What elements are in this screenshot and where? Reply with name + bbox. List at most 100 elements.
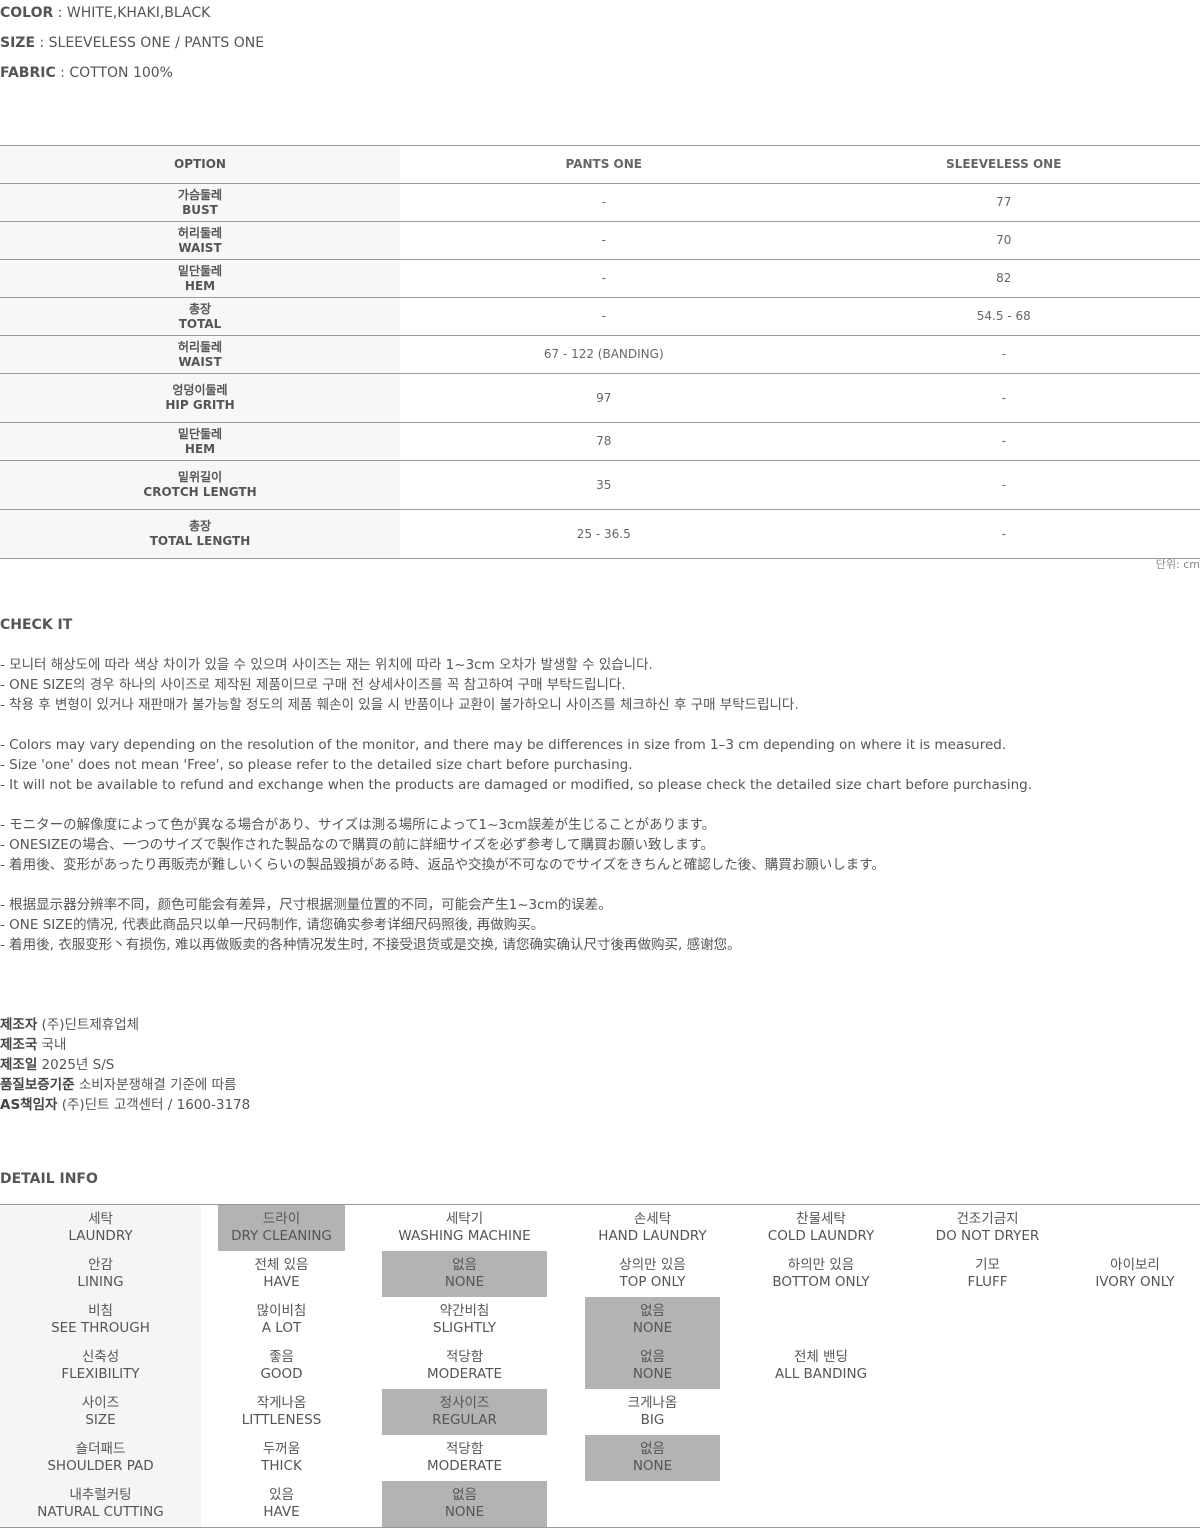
check-paragraph: - モニターの解像度によって色が異なる場合があり、サイズは測る場所によって1~3… xyxy=(0,817,885,873)
sleeveless-value: - xyxy=(807,335,1200,374)
sleeveless-value: - xyxy=(807,460,1200,510)
sleeveless-value: - xyxy=(807,422,1200,461)
column-header: PANTS ONE xyxy=(400,145,808,184)
option-ko: 크게나옴 xyxy=(627,1395,678,1411)
option-ko: 밑위길이 xyxy=(177,470,223,484)
pants-value: 67 - 122 (BANDING) xyxy=(400,335,808,374)
manufacturer-value: 2025년 S/S xyxy=(37,1057,115,1073)
detail-title: DETAIL INFO xyxy=(0,1171,98,1187)
detail-option: 드라이 DRY CLEANING xyxy=(218,1205,345,1251)
option-cell: 총장 TOTAL LENGTH xyxy=(0,509,400,559)
option-ko: 상의만 있음 xyxy=(619,1257,686,1273)
option-ko: 허리둘레 xyxy=(177,225,223,240)
manufacturer-value: 소비자분쟁해결 기준에 따름 xyxy=(74,1077,237,1093)
detail-option: 아이보리 IVORY ONLY xyxy=(1070,1251,1200,1297)
option-en: WASHING MACHINE xyxy=(398,1228,531,1244)
label-en: FLEXIBILITY xyxy=(61,1366,140,1382)
option-en: MODERATE xyxy=(427,1366,502,1382)
pants-value: 35 xyxy=(400,460,808,510)
manufacturer-label: 제조국 xyxy=(0,1037,38,1053)
check-paragraph: - 모니터 해상도에 따라 색상 차이가 있을 수 있으며 사이즈는 재는 위치… xyxy=(0,657,799,713)
spec-value: : COTTON 100% xyxy=(55,65,173,81)
label-en: SIZE xyxy=(85,1412,116,1428)
option-ko: 없음 xyxy=(640,1441,665,1457)
column-header: SLEEVELESS ONE xyxy=(807,145,1200,184)
option-en: TOP ONLY xyxy=(619,1274,686,1290)
option-en: TOTAL xyxy=(178,316,222,331)
option-ko: 두꺼움 xyxy=(262,1441,301,1457)
label-en: SHOULDER PAD xyxy=(47,1458,154,1474)
option-en: HEM xyxy=(184,441,216,456)
option-ko: 엉덩이둘레 xyxy=(172,383,228,397)
detail-row-label: 숄더패드 SHOULDER PAD xyxy=(0,1435,201,1481)
label-ko: 사이즈 xyxy=(81,1395,120,1411)
manufacturer-label: 품질보증기준 xyxy=(0,1077,75,1093)
manufacturer-value: (주)딘트 고객센터 / 1600-3178 xyxy=(57,1097,251,1113)
table-row: 엉덩이둘레 HIP GRITH 97- xyxy=(0,373,1200,423)
manufacturer-line: 제조자 (주)딘트제휴업체 xyxy=(0,1015,250,1035)
option-en: NONE xyxy=(444,1504,485,1520)
option-ko: 많이비침 xyxy=(256,1303,307,1319)
detail-option: 찬물세탁 COLD LAUNDRY xyxy=(745,1205,897,1251)
pants-value: 97 xyxy=(400,373,808,423)
table-row: 가슴둘레 BUST -77 xyxy=(0,183,1200,222)
option-en: ALL BANDING xyxy=(774,1366,868,1382)
table-row: 허리둘레 WAIST -70 xyxy=(0,221,1200,260)
check-paragraph: - Colors may vary depending on the resol… xyxy=(0,737,1032,793)
option-en: NONE xyxy=(632,1320,673,1336)
option-en: WAIST xyxy=(178,354,222,369)
sleeveless-value: 82 xyxy=(807,259,1200,298)
option-ko: 없음 xyxy=(640,1303,665,1319)
detail-option: 많이비침 A LOT xyxy=(218,1297,345,1343)
option-ko: 기모 xyxy=(975,1257,1000,1273)
detail-option: 정사이즈 REGULAR xyxy=(382,1389,547,1435)
option-en: MODERATE xyxy=(427,1458,502,1474)
option-ko: 허리둘레 xyxy=(177,339,223,354)
option-en: CROTCH LENGTH xyxy=(143,485,257,499)
manufacturer-line: 제조일 2025년 S/S xyxy=(0,1055,250,1075)
detail-option: 전체 밴딩 ALL BANDING xyxy=(745,1343,897,1389)
option-cell: 가슴둘레 BUST xyxy=(0,183,400,222)
detail-row-label: 안감 LINING xyxy=(0,1251,201,1297)
detail-option: 손세탁 HAND LAUNDRY xyxy=(585,1205,720,1251)
pants-value: 25 - 36.5 xyxy=(400,509,808,559)
option-en: TOTAL LENGTH xyxy=(149,534,251,548)
spec-value: : SLEEVELESS ONE / PANTS ONE xyxy=(35,35,265,51)
pants-value: - xyxy=(400,297,808,336)
option-en: BOTTOM ONLY xyxy=(772,1274,870,1290)
spec-line: FABRIC : COTTON 100% xyxy=(0,65,173,81)
spec-label: FABRIC xyxy=(0,65,56,81)
table-row: 밑단둘레 HEM 78- xyxy=(0,422,1200,461)
manufacturer-value: (주)딘트제휴업체 xyxy=(37,1017,140,1033)
manufacturer-label: 제조일 xyxy=(0,1057,38,1073)
table-row: 총장 TOTAL LENGTH 25 - 36.5- xyxy=(0,509,1200,559)
detail-option: 두꺼움 THICK xyxy=(218,1435,345,1481)
table-row: 허리둘레 WAIST 67 - 122 (BANDING) - xyxy=(0,335,1200,374)
sleeveless-value: 70 xyxy=(807,221,1200,260)
option-en: SLIGHTLY xyxy=(433,1320,496,1336)
option-ko: 전체 있음 xyxy=(254,1257,309,1273)
option-en: BUST xyxy=(182,202,218,217)
detail-option: 적당함 MODERATE xyxy=(382,1435,547,1481)
table-row: 밑단둘레 HEM -82 xyxy=(0,259,1200,298)
manufacturer-label: 제조자 xyxy=(0,1017,38,1033)
unit-label: 단위: cm xyxy=(1155,558,1200,571)
option-ko: 총장 xyxy=(188,301,212,316)
detail-option: 없음 NONE xyxy=(382,1481,547,1527)
option-ko: 찬물세탁 xyxy=(796,1211,846,1227)
spec-line: COLOR : WHITE,KHAKI,BLACK xyxy=(0,5,210,21)
option-ko: 총장 xyxy=(188,519,212,533)
option-ko: 세탁기 xyxy=(445,1211,484,1227)
option-cell: 엉덩이둘레 HIP GRITH xyxy=(0,373,400,423)
detail-option: 전체 있음 HAVE xyxy=(218,1251,345,1297)
option-ko: 밑단둘레 xyxy=(177,263,223,278)
option-en: DO NOT DRYER xyxy=(935,1228,1040,1244)
sleeveless-value: - xyxy=(807,509,1200,559)
option-cell: 허리둘레 WAIST xyxy=(0,335,400,374)
label-ko: 세탁 xyxy=(88,1211,113,1227)
spec-label: SIZE xyxy=(0,35,36,51)
option-en: COLD LAUNDRY xyxy=(767,1228,875,1244)
label-ko: 안감 xyxy=(88,1257,113,1273)
detail-option: 없음 NONE xyxy=(585,1297,720,1343)
option-ko: 밑단둘레 xyxy=(177,426,223,441)
